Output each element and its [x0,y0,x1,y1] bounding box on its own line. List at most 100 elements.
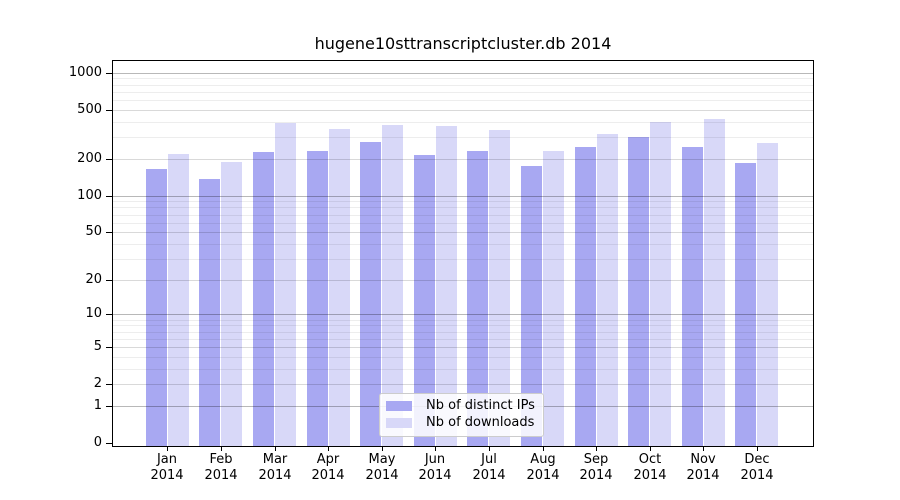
legend-item-distinct-ips: Nb of distinct IPs [386,398,535,414]
x-tick-jan [167,447,168,451]
x-label-may: May 2014 [365,452,399,483]
bar-downloads-dec [757,143,778,446]
gridline-3 [113,369,813,370]
bar-downloads-jun [436,126,457,446]
gridline-5 [113,347,813,348]
y-tick-label-100: 100 [77,188,102,203]
x-label-dec: Dec 2014 [740,452,774,483]
y-tick-label-0: 0 [93,435,102,450]
gridline-50 [113,232,813,233]
gridline-2 [113,384,813,385]
gridline-40 [113,244,813,245]
y-tick-10 [106,314,112,315]
bar-distinct-ips-feb [199,179,220,446]
x-label-nov: Nov 2014 [686,452,720,483]
bar-distinct-ips-sep [575,147,596,446]
plot-area [112,60,814,447]
bar-distinct-ips-aug [521,166,542,446]
gridline-800 [113,85,813,86]
bar-downloads-aug [543,151,564,446]
y-tick-50 [106,232,112,233]
bar-downloads-may [382,125,403,446]
bar-distinct-ips-dec [735,163,756,446]
y-tick-label-10: 10 [85,306,102,321]
y-tick-label-20: 20 [85,272,102,287]
y-tick-label-2: 2 [93,376,102,391]
x-label-mar: Mar 2014 [258,452,292,483]
bar-distinct-ips-oct [628,137,649,446]
gridline-6 [113,339,813,340]
grid-layer [113,61,813,446]
y-tick-20 [106,280,112,281]
gridline-7 [113,332,813,333]
x-label-oct: Oct 2014 [633,452,667,483]
legend-label-downloads: Nb of downloads [426,415,535,431]
y-tick-1 [106,406,112,407]
y-tick-label-50: 50 [85,224,102,239]
bar-distinct-ips-may [360,142,381,446]
bar-distinct-ips-apr [307,151,328,446]
y-tick-100 [106,196,112,197]
x-label-jul: Jul 2014 [472,452,506,483]
gridline-500 [113,110,813,111]
legend: Nb of distinct IPs Nb of downloads [379,393,544,437]
x-tick-feb [221,447,222,451]
y-tick-label-200: 200 [77,151,102,166]
bar-distinct-ips-jan [146,169,167,446]
gridline-90 [113,201,813,202]
legend-item-downloads: Nb of downloads [386,415,535,431]
bar-downloads-jul [489,130,510,446]
x-label-jun: Jun 2014 [418,452,452,483]
x-tick-jun [435,447,436,451]
legend-label-distinct-ips: Nb of distinct IPs [426,397,535,413]
gridline-70 [113,215,813,216]
bar-downloads-mar [275,123,296,446]
x-tick-nov [703,447,704,451]
bar-distinct-ips-jun [414,155,435,446]
gridline-700 [113,92,813,93]
x-label-jan: Jan 2014 [150,452,184,483]
gridline-20 [113,280,813,281]
legend-swatch-downloads [386,418,412,429]
x-tick-sep [596,447,597,451]
x-label-apr: Apr 2014 [311,452,345,483]
bar-downloads-oct [650,122,671,446]
y-tick-label-500: 500 [77,102,102,117]
y-tick-label-5: 5 [93,339,102,354]
chart-title: hugene10sttranscriptcluster.db 2014 [314,34,612,53]
bar-downloads-sep [597,134,618,446]
x-tick-apr [328,447,329,451]
x-label-aug: Aug 2014 [526,452,560,483]
gridline-30 [113,259,813,260]
x-tick-aug [543,447,544,451]
x-tick-oct [650,447,651,451]
x-label-sep: Sep 2014 [579,452,613,483]
gridline-60 [113,223,813,224]
bar-downloads-nov [704,119,725,446]
gridline-9 [113,320,813,321]
bar-distinct-ips-jul [467,151,488,446]
gridline-200 [113,159,813,160]
x-tick-dec [757,447,758,451]
x-label-feb: Feb 2014 [204,452,238,483]
bar-downloads-apr [329,129,350,446]
gridline-8 [113,325,813,326]
y-tick-500 [106,110,112,111]
x-tick-mar [275,447,276,451]
y-tick-200 [106,159,112,160]
bar-distinct-ips-nov [682,147,703,446]
y-tick-5 [106,347,112,348]
gridline-100 [113,196,813,197]
bar-downloads-jan [168,154,189,446]
bars-layer [113,61,813,446]
gridline-1000 [113,73,813,74]
gridline-900 [113,78,813,79]
legend-swatch-distinct-ips [386,400,412,411]
y-tick-label-1000: 1000 [68,65,102,80]
gridline-10 [113,314,813,315]
y-tick-2 [106,384,112,385]
gridline-80 [113,207,813,208]
x-tick-jul [489,447,490,451]
bar-downloads-feb [221,162,242,446]
